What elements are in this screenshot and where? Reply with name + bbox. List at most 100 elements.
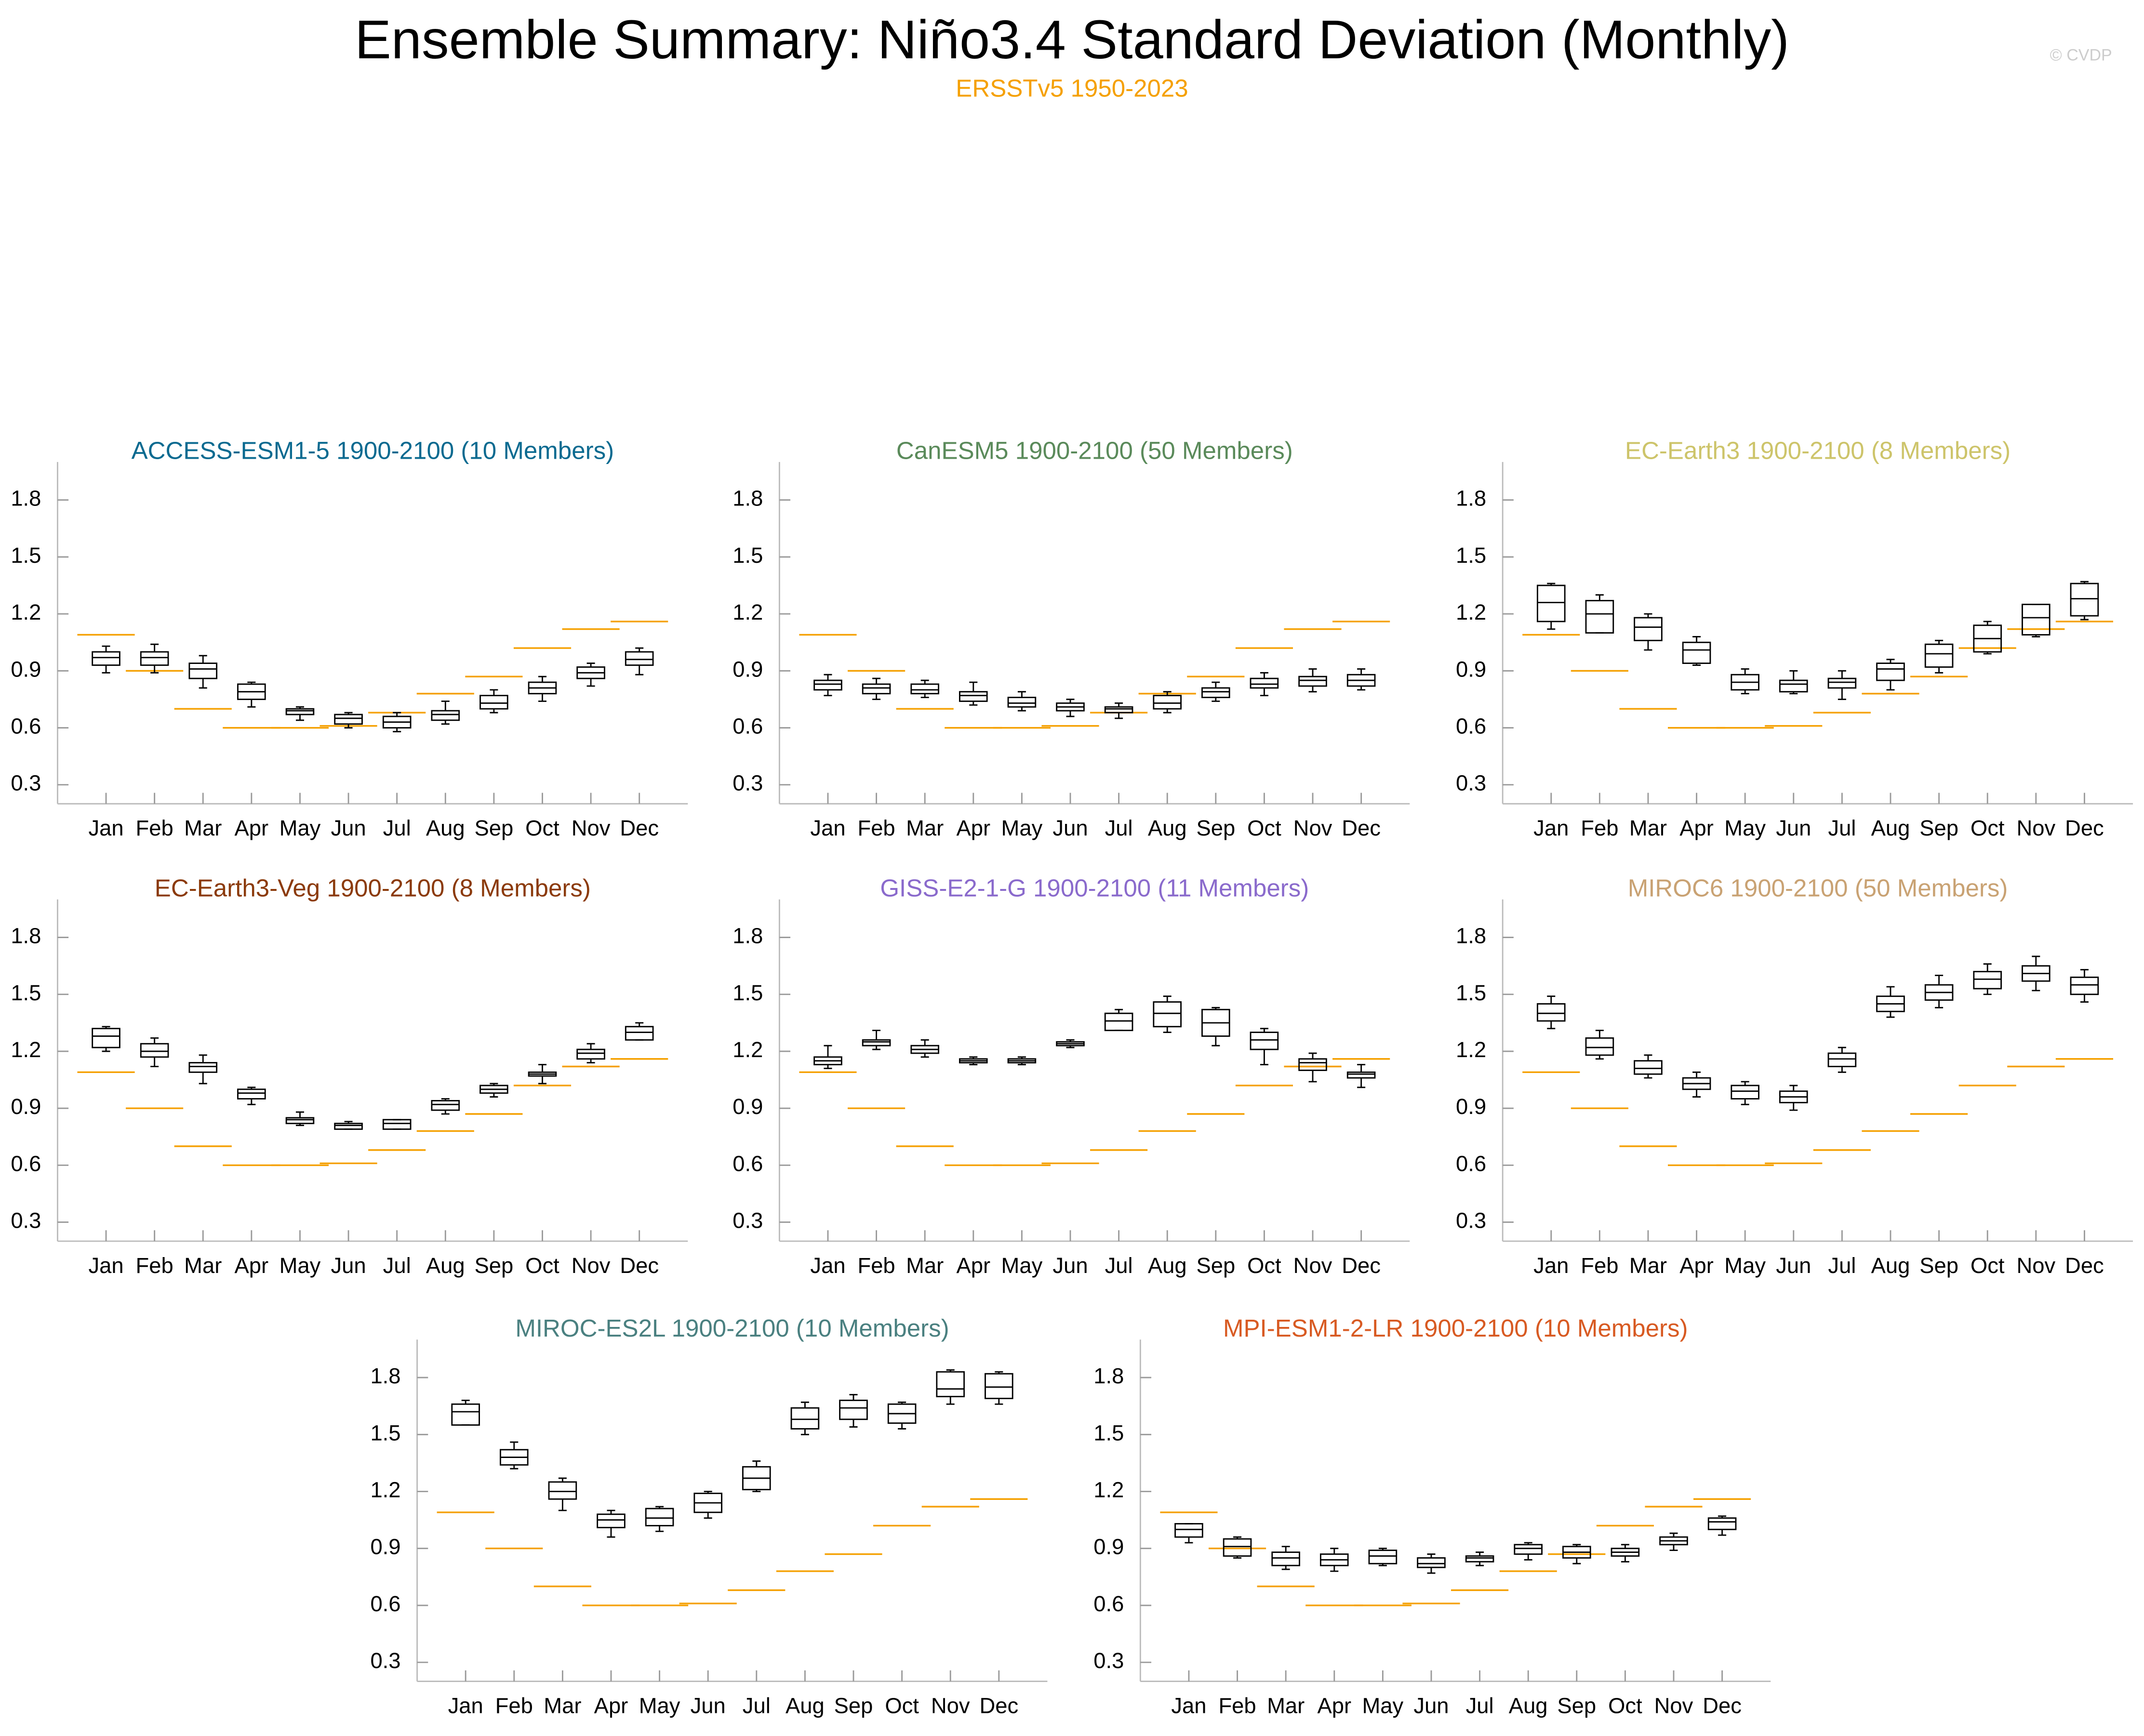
- box: [1298, 676, 1327, 687]
- y-tick-label: 1.2: [1093, 1477, 1124, 1502]
- x-tick-label: Feb: [136, 1253, 173, 1278]
- y-tick-label: 1.2: [11, 600, 41, 624]
- y-tick-label: 1.2: [732, 1037, 763, 1062]
- x-tick-label: Apr: [235, 1253, 269, 1278]
- x-tick-label: Jan: [88, 1253, 123, 1278]
- x-tick-label: Oct: [1247, 816, 1281, 840]
- y-tick-label: 1.5: [1456, 543, 1486, 568]
- y-tick-label: 0.9: [11, 1094, 41, 1119]
- x-tick-label: Feb: [857, 816, 895, 840]
- box: [1223, 1538, 1252, 1557]
- box: [431, 710, 460, 721]
- box: [1514, 1544, 1543, 1555]
- box: [1973, 971, 2002, 990]
- box: [431, 1100, 460, 1111]
- box: [285, 708, 315, 716]
- x-tick-label: Dec: [620, 816, 659, 840]
- box: [1201, 687, 1230, 698]
- x-tick-label: Sep: [1196, 1253, 1235, 1278]
- box: [862, 1039, 891, 1047]
- y-tick-label: 0.3: [1456, 1208, 1486, 1233]
- x-tick-label: Dec: [979, 1693, 1018, 1718]
- x-tick-label: May: [1001, 1253, 1043, 1278]
- x-tick-label: Apr: [956, 1253, 990, 1278]
- figure-subtitle: ERSSTv5 1950-2023: [956, 75, 1188, 102]
- panel: ACCESS-ESM1-5 1900-2100 (10 Members) 0.3 0…: [11, 437, 688, 840]
- x-tick-label: Oct: [1971, 1253, 2005, 1278]
- box: [1779, 679, 1808, 693]
- x-tick-label: Feb: [136, 816, 173, 840]
- x-tick-label: Jun: [1776, 1253, 1811, 1278]
- y-tick-label: 0.6: [1093, 1591, 1124, 1616]
- y-tick-label: 0.3: [11, 771, 41, 795]
- box: [92, 1028, 120, 1048]
- box: [597, 1513, 626, 1528]
- box: [1417, 1557, 1446, 1568]
- y-tick-label: 1.2: [11, 1037, 41, 1062]
- box: [334, 714, 363, 725]
- y-tick-label: 0.3: [732, 771, 763, 795]
- x-tick-label: May: [1001, 816, 1043, 840]
- x-tick-label: Sep: [834, 1693, 873, 1718]
- x-tick-label: Sep: [1557, 1693, 1596, 1718]
- y-tick-label: 0.3: [370, 1648, 400, 1673]
- figure-title: Ensemble Summary: Niño3.4 Standard Devia…: [355, 9, 1789, 70]
- box: [1346, 1071, 1376, 1079]
- x-tick-label: Aug: [1509, 1693, 1548, 1718]
- box: [479, 695, 508, 710]
- y-tick-label: 0.9: [370, 1535, 400, 1559]
- y-tick-label: 1.8: [1093, 1364, 1124, 1388]
- y-tick-label: 0.9: [1456, 657, 1486, 681]
- x-tick-label: Oct: [1971, 816, 2005, 840]
- box: [1731, 1085, 1759, 1100]
- box: [1682, 641, 1711, 664]
- x-tick-label: Dec: [620, 1253, 659, 1278]
- box: [1707, 1517, 1737, 1530]
- y-tick-label: 0.3: [732, 1208, 763, 1233]
- x-tick-label: Apr: [1317, 1693, 1351, 1718]
- x-tick-label: Nov: [2016, 816, 2055, 840]
- y-tick-label: 1.5: [370, 1420, 400, 1445]
- x-tick-label: Sep: [475, 1253, 514, 1278]
- box: [1104, 706, 1133, 714]
- box: [1250, 677, 1279, 689]
- box: [1634, 1060, 1663, 1075]
- x-tick-label: Nov: [572, 816, 611, 840]
- x-tick-label: Jul: [1105, 816, 1133, 840]
- x-tick-label: Dec: [1703, 1693, 1742, 1718]
- y-tick-label: 0.6: [370, 1591, 400, 1616]
- panel-title: GISS-E2-1-G 1900-2100 (11 Members): [880, 874, 1309, 901]
- box: [936, 1371, 965, 1397]
- x-tick-label: Nov: [1654, 1693, 1693, 1718]
- box: [1827, 1052, 1857, 1067]
- panel-title: CanESM5 1900-2100 (50 Members): [896, 437, 1293, 464]
- x-tick-label: Mar: [1267, 1693, 1305, 1718]
- box: [1634, 617, 1663, 641]
- box: [1536, 584, 1566, 623]
- box: [1368, 1550, 1398, 1564]
- box: [1271, 1551, 1300, 1566]
- panel: MIROC-ES2L 1900-2100 (10 Members) 0.3 0.6 0…: [370, 1314, 1048, 1718]
- y-tick-label: 0.6: [732, 1151, 763, 1176]
- x-tick-label: May: [280, 816, 321, 840]
- x-tick-label: Feb: [1581, 1253, 1618, 1278]
- y-tick-label: 0.6: [11, 1151, 41, 1176]
- box: [790, 1407, 820, 1430]
- box: [625, 1026, 654, 1041]
- box: [1298, 1058, 1327, 1071]
- y-tick-label: 0.6: [1456, 714, 1486, 739]
- x-tick-label: Oct: [525, 1253, 559, 1278]
- y-tick-label: 1.2: [370, 1477, 400, 1502]
- x-tick-label: Mar: [906, 1253, 944, 1278]
- y-tick-label: 1.5: [1456, 981, 1486, 1005]
- x-tick-label: Apr: [1679, 816, 1714, 840]
- y-tick-label: 1.5: [1093, 1420, 1124, 1445]
- box: [451, 1403, 480, 1426]
- box: [2022, 604, 2051, 636]
- x-tick-label: Jun: [331, 1253, 366, 1278]
- y-tick-label: 0.9: [1456, 1094, 1486, 1119]
- y-tick-label: 0.9: [1093, 1535, 1124, 1559]
- panel: EC-Earth3-Veg 1900-2100 (8 Members) 0.3 0.…: [11, 874, 688, 1278]
- x-tick-label: Sep: [475, 816, 514, 840]
- credit: © CVDP: [2050, 46, 2112, 64]
